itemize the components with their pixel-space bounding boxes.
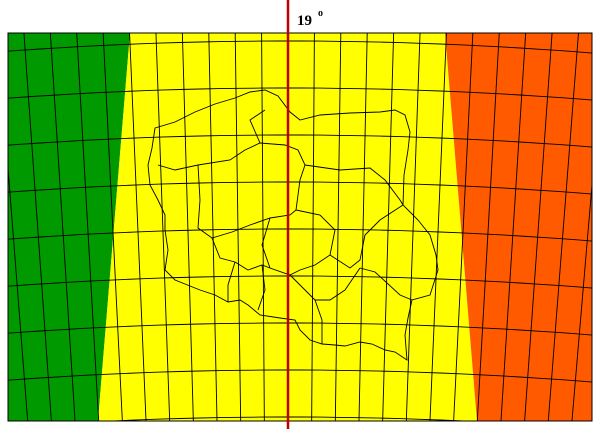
grid-line [8, 322, 592, 336]
grid-line [76, 33, 100, 421]
grid-line [453, 33, 474, 421]
grid-line [382, 33, 395, 421]
meridian-label: 19 [297, 13, 312, 29]
grid-line [595, 20, 600, 429]
border [147, 89, 439, 361]
grid-line [547, 33, 579, 421]
zone-east [445, 33, 592, 421]
region-line [211, 237, 271, 302]
grid-line [234, 33, 242, 421]
grid-line [261, 33, 265, 421]
grid-line [571, 179, 592, 421]
grid-line [49, 33, 76, 421]
grid-line [8, 228, 592, 242]
grid-line [155, 33, 171, 421]
grid-line [358, 33, 368, 421]
grid-line [208, 33, 218, 421]
grid-line [103, 416, 474, 421]
region-line [304, 164, 404, 269]
frame [7, 32, 593, 422]
grid-line [429, 33, 447, 421]
grid-line [102, 33, 123, 421]
region-line [257, 264, 413, 344]
poland-outline [147, 89, 439, 361]
degree-symbol: o [318, 8, 323, 19]
region-line [261, 209, 336, 276]
grid-line [8, 134, 592, 148]
grid-line [8, 40, 592, 54]
grid-line [334, 33, 342, 421]
grid-line [311, 33, 315, 421]
grid-line [524, 33, 553, 421]
zone-west [8, 33, 130, 421]
grid-line [8, 369, 592, 383]
grid-line [8, 162, 29, 421]
grid-line [23, 33, 52, 421]
grid-line [500, 33, 527, 421]
grid-line [129, 33, 147, 421]
grid-line [405, 33, 421, 421]
grid-line [181, 33, 194, 421]
grid-line [8, 275, 592, 289]
grid-line [476, 33, 500, 421]
grid-line [8, 87, 592, 101]
region-line [157, 109, 266, 171]
grid-line [0, 0, 600, 7]
grid-line [0, 20, 5, 429]
